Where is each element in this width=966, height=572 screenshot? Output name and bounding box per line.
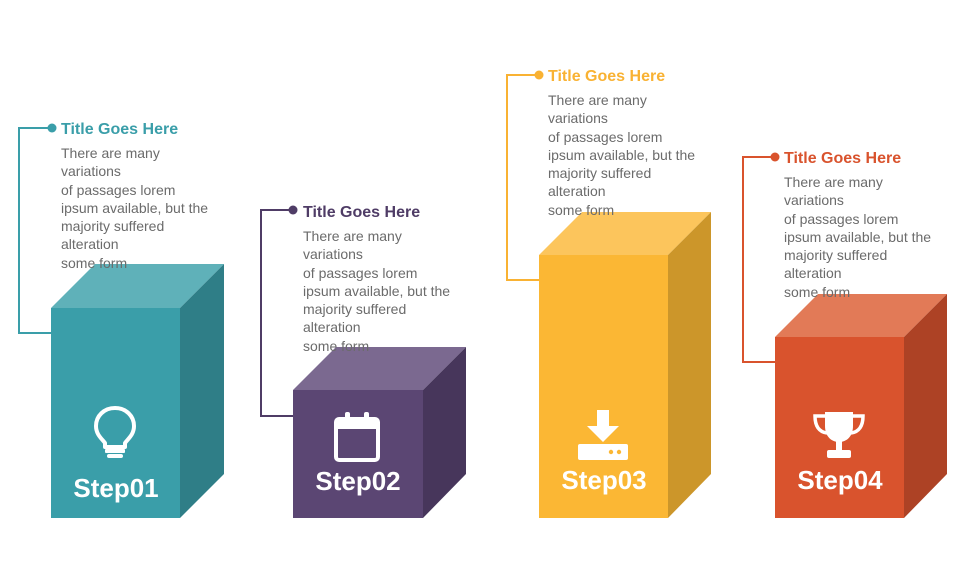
step-4-text: Title Goes Here There are many variation…: [784, 149, 959, 301]
step-2-desc-line: alteration: [303, 319, 361, 336]
step-3-top-face: [539, 212, 711, 255]
step-1-desc-line: alteration: [61, 236, 119, 253]
step-4-desc-line: There are many: [784, 174, 883, 190]
step-1-connector: [18, 127, 51, 334]
step-4-side-face: [904, 294, 947, 518]
step-1-description: There are many variations of passages lo…: [61, 144, 236, 272]
step-1-connector-dot: [47, 123, 57, 133]
step-1-label: Step01: [73, 473, 159, 503]
step-2-desc-line: There are many: [303, 228, 402, 244]
step-4-label: Step04: [797, 465, 883, 495]
step-4-desc-line: variations: [784, 192, 844, 209]
step-3-connector: [506, 74, 539, 281]
step-1-desc-line: some form: [61, 254, 128, 271]
step-2-desc-line: some form: [303, 337, 370, 354]
step-3-title: Title Goes Here: [548, 68, 666, 85]
step-4-desc-line: some form: [784, 283, 851, 300]
step-4-desc-line: ipsum available, but the: [784, 228, 932, 245]
step-1-desc-line: ipsum available, but the: [61, 199, 209, 216]
step-1-desc-line: of passages lorem: [61, 181, 176, 198]
step-4-desc-line: alteration: [784, 265, 842, 282]
step-3-desc-line: ipsum available, but the: [548, 146, 696, 163]
step-4-top-face: [775, 294, 947, 337]
step-2: [260, 205, 466, 518]
step-2-desc-line: variations: [303, 246, 363, 263]
step-4-connector: [742, 156, 775, 363]
trophy-icon: [813, 412, 865, 458]
step-3-description: There are many variations of passages lo…: [548, 91, 723, 219]
step-2-description: There are many variations of passages lo…: [303, 227, 478, 355]
step-2-connector: [260, 209, 293, 417]
step-1-desc-line: majority suffered: [61, 218, 165, 235]
download-icon: [578, 410, 628, 460]
step-1-desc-line: There are many: [61, 145, 160, 161]
step-2-label: Step02: [315, 466, 401, 496]
step-2-connector-dot: [288, 205, 298, 215]
step-4-connector-dot: [770, 152, 780, 162]
step-1: [18, 123, 224, 518]
step-2-desc-line: of passages lorem: [303, 264, 418, 281]
step-3-desc-line: of passages lorem: [548, 128, 663, 145]
step-3-desc-line: There are many: [548, 92, 647, 108]
step-1-side-face: [180, 264, 224, 518]
step-3-front-face: [539, 255, 668, 518]
step-3-text: Title Goes Here There are many variation…: [548, 67, 723, 219]
step-3-desc-line: majority suffered: [548, 165, 652, 182]
step-2-top-face: [293, 347, 466, 390]
step-2-text: Title Goes Here There are many variation…: [303, 203, 478, 355]
step-1-title: Title Goes Here: [61, 121, 179, 138]
step-4-desc-line: of passages lorem: [784, 210, 899, 227]
step-2-desc-line: ipsum available, but the: [303, 282, 451, 299]
step-1-text: Title Goes Here There are many variation…: [61, 120, 236, 272]
step-3-side-face: [668, 212, 711, 518]
step-2-title: Title Goes Here: [303, 204, 421, 221]
step-2-front-face: [293, 390, 423, 518]
step-4-desc-line: majority suffered: [784, 247, 888, 264]
lightbulb-icon: [94, 406, 136, 458]
step-3-desc-line: variations: [548, 110, 608, 127]
step-1-front-face: [51, 308, 180, 518]
step-4-description: There are many variations of passages lo…: [784, 173, 959, 301]
step-2-desc-line: majority suffered: [303, 301, 407, 318]
step-1-top-face: [51, 264, 224, 308]
step-2-side-face: [423, 347, 466, 518]
step-3-desc-line: some form: [548, 201, 615, 218]
step-1-desc-line: variations: [61, 163, 121, 180]
step-3-connector-dot: [534, 70, 544, 80]
calendar-icon: [334, 412, 380, 462]
step-3-desc-line: alteration: [548, 183, 606, 200]
step-3: [506, 70, 711, 518]
step-4-title: Title Goes Here: [784, 150, 902, 167]
step-3-label: Step03: [561, 465, 647, 495]
